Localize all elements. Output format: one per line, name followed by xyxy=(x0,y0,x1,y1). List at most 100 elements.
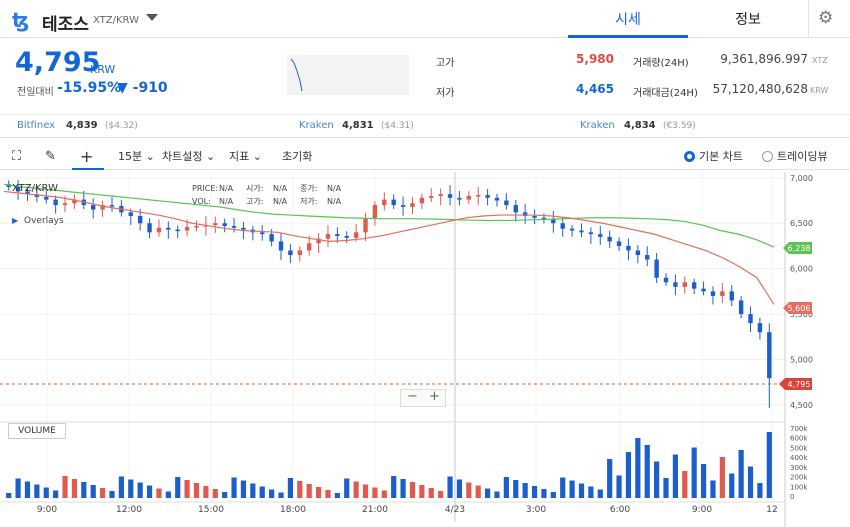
volume-bar xyxy=(700,464,707,498)
tab-quote[interactable]: 시세 xyxy=(615,12,641,28)
volume-bar xyxy=(15,478,21,498)
gear-icon[interactable]: ⚙ xyxy=(818,8,834,28)
volume-bar xyxy=(62,476,68,498)
candle-body xyxy=(53,199,58,206)
volume-bar xyxy=(438,491,444,498)
volume-bar xyxy=(259,486,265,498)
volume-bar xyxy=(663,478,669,498)
candle-body xyxy=(738,300,744,315)
volume-bar xyxy=(381,490,387,498)
interval-select[interactable]: 15분 ⌄ xyxy=(118,150,155,163)
volume-bar xyxy=(691,447,697,498)
candle-body xyxy=(551,218,556,224)
exchange-price: 4,834 xyxy=(624,120,656,131)
x-tick-label: 9:00 xyxy=(37,505,57,515)
amount-label: 거래대금(24H) xyxy=(633,88,698,99)
y-tick-label: 6,000 xyxy=(790,265,813,274)
candle-body xyxy=(213,223,218,226)
x-tick-label: 6:00 xyxy=(610,505,630,515)
volume-label: 거래량(24H) xyxy=(633,58,689,69)
tradingview-radio[interactable] xyxy=(762,151,773,162)
chart-settings-menu[interactable]: 차트설정 ⌄ xyxy=(162,150,216,163)
low-label: 저가 xyxy=(436,88,455,99)
candle-body xyxy=(147,223,152,233)
interval-label: 15분 xyxy=(118,150,143,163)
indicators-label: 지표 xyxy=(229,150,250,163)
volume-bar xyxy=(456,479,463,498)
candle-body xyxy=(494,197,500,201)
candle-body xyxy=(91,205,96,210)
volume-bar xyxy=(747,466,754,498)
fullscreen-icon[interactable]: ⛶ xyxy=(12,149,22,164)
info-open: N/A xyxy=(273,184,288,193)
volume-bar xyxy=(334,493,340,498)
coin-dropdown-icon[interactable] xyxy=(146,14,158,21)
volume-bar xyxy=(34,484,40,498)
basic-chart-label[interactable]: 기본 차트 xyxy=(699,150,743,163)
candle-body xyxy=(382,199,387,206)
reset-button[interactable]: 초기화 xyxy=(282,150,313,163)
tezos-logo-icon: ꜩ xyxy=(12,8,30,32)
candle-body xyxy=(447,194,453,198)
candle-body xyxy=(15,186,21,192)
exchange-price: 4,831 xyxy=(342,120,374,131)
candle-body xyxy=(560,223,565,229)
x-tick-label: 15:00 xyxy=(198,505,224,515)
candle-body xyxy=(466,195,472,200)
basic-chart-radio[interactable] xyxy=(684,151,695,162)
tab-info[interactable]: 정보 xyxy=(735,12,761,28)
zoom-out-button[interactable]: − xyxy=(407,389,418,404)
volume-bar xyxy=(513,480,519,498)
candle-body xyxy=(372,205,378,219)
candle-body xyxy=(607,236,612,242)
x-tick-label: 3:00 xyxy=(526,505,546,515)
volume-bar xyxy=(766,432,772,498)
candle-body xyxy=(25,191,30,195)
overlays-label[interactable]: Overlays xyxy=(24,216,64,226)
info-price-label: PRICE: xyxy=(192,184,218,193)
candle-body xyxy=(654,259,659,278)
volume-tick-label: 600k xyxy=(790,435,808,443)
volume-bar xyxy=(184,480,190,498)
crosshair-icon[interactable]: + xyxy=(80,147,94,166)
candle-body xyxy=(353,232,359,238)
candle-body xyxy=(72,199,77,204)
app-header xyxy=(0,0,850,38)
volume-bar xyxy=(222,492,228,498)
ma-short-line xyxy=(3,190,775,305)
volume-bar xyxy=(616,475,622,498)
volume-bar xyxy=(24,481,31,498)
volume-bar xyxy=(466,482,472,498)
volume-bar xyxy=(484,488,491,498)
sparkline xyxy=(287,55,409,95)
candle-body xyxy=(767,332,772,379)
volume-bar xyxy=(654,461,660,498)
overlays-toggle-icon[interactable]: ▶ xyxy=(12,216,19,225)
candle-body xyxy=(335,234,340,236)
ma-long-line xyxy=(3,183,775,248)
candle-body xyxy=(541,217,547,220)
indicators-menu[interactable]: 지표 ⌄ xyxy=(229,150,262,163)
candle-body xyxy=(306,243,312,251)
x-tick-label: 12 xyxy=(766,505,777,515)
volume-bar xyxy=(531,486,538,498)
last-price-tag: 4,795 xyxy=(779,378,812,390)
high-label: 고가 xyxy=(436,58,455,69)
tradingview-label[interactable]: 트레이딩뷰 xyxy=(777,150,828,163)
info-open-label: 시가: xyxy=(246,184,263,193)
candle-body xyxy=(635,250,641,256)
svg-text:5,606: 5,606 xyxy=(788,304,811,313)
candle-body xyxy=(645,255,650,260)
exchange-name: Bitfinex xyxy=(17,120,56,131)
info-close: N/A xyxy=(327,184,342,193)
info-close-label: 종가: xyxy=(300,184,317,193)
y-tick-label: 5,000 xyxy=(790,355,813,364)
volume-bar xyxy=(607,459,613,498)
volume-bar xyxy=(522,483,528,498)
zoom-in-button[interactable]: + xyxy=(429,389,440,404)
pencil-icon[interactable]: ✎ xyxy=(45,149,56,164)
volume-bar xyxy=(315,487,322,498)
candle-body xyxy=(626,245,631,251)
candle-body xyxy=(278,241,284,251)
